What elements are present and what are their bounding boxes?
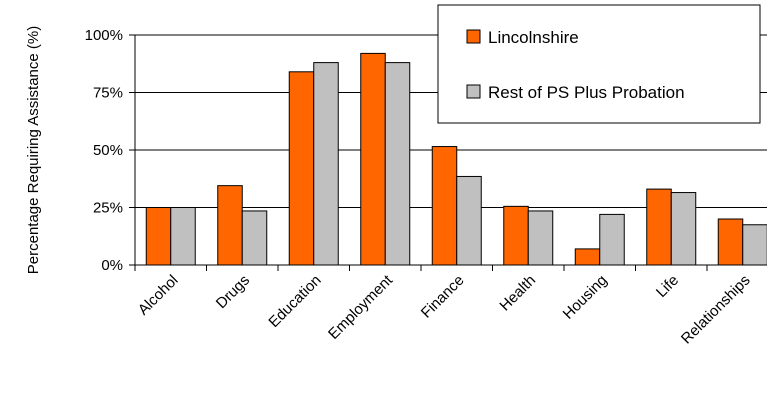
bar-lincolnshire-finance (431, 146, 458, 266)
legend-swatch-lincolnshire (466, 29, 481, 44)
legend-label-lincolnshire: Lincolnshire (488, 28, 579, 47)
y-tick-labels: 0% 25% 50% 75% 100% (85, 27, 123, 274)
bar-lincolnshire-life (646, 188, 672, 266)
bar-lincolnshire-relationships (717, 218, 744, 266)
y-tick-label: 0% (101, 257, 123, 274)
bar-rest-of-ps-plus-probation-education (313, 62, 339, 266)
bar-rest-of-ps-plus-probation-finance (456, 175, 482, 266)
legend: Lincolnshire Rest of PS Plus Probation (437, 4, 761, 124)
x-tick-label-employment: Employment (325, 271, 397, 343)
bar-lincolnshire-employment (360, 52, 386, 266)
x-tick-label-housing: Housing (560, 272, 611, 323)
bar-rest-of-ps-plus-probation-employment (384, 62, 411, 266)
x-tick-label-finance: Finance (418, 272, 468, 322)
x-tick-label-drugs: Drugs (213, 272, 253, 312)
x-tick-label-relationships: Relationships (678, 272, 754, 348)
bar-rest-of-ps-plus-probation-alcohol (170, 207, 196, 266)
y-tick-label: 50% (93, 142, 123, 159)
x-tick-labels: Alcohol Drugs Education Employment Finance He… (135, 271, 754, 347)
bar-rest-of-ps-plus-probation-relationships (742, 224, 767, 266)
bar-rest-of-ps-plus-probation-housing (599, 213, 625, 266)
bar-lincolnshire-health (503, 205, 529, 266)
x-tick-label-education: Education (265, 272, 324, 331)
y-tick-label: 75% (93, 85, 123, 102)
bar-lincolnshire-housing (574, 248, 601, 266)
bar-lincolnshire-education (288, 71, 315, 266)
bar-lincolnshire-alcohol (145, 207, 172, 266)
bars (145, 52, 767, 266)
legend-label-rest-of-ps-plus-probation: Rest of PS Plus Probation (488, 83, 685, 102)
x-tick-label-life: Life (653, 272, 682, 301)
bar-rest-of-ps-plus-probation-drugs (241, 210, 268, 266)
x-tick-label-health: Health (496, 272, 539, 315)
x-tick-label-alcohol: Alcohol (135, 272, 182, 319)
y-tick-label: 100% (85, 27, 123, 44)
y-tick-label: 25% (93, 200, 123, 217)
legend-box (437, 4, 761, 124)
bar-rest-of-ps-plus-probation-life (670, 192, 697, 266)
axes (129, 34, 767, 271)
y-axis-title: Percentage Requiring Assistance (%) (25, 26, 42, 274)
legend-swatch-rest-of-ps-plus-probation (466, 84, 481, 99)
bar-lincolnshire-drugs (217, 185, 243, 266)
bar-rest-of-ps-plus-probation-health (527, 210, 554, 266)
